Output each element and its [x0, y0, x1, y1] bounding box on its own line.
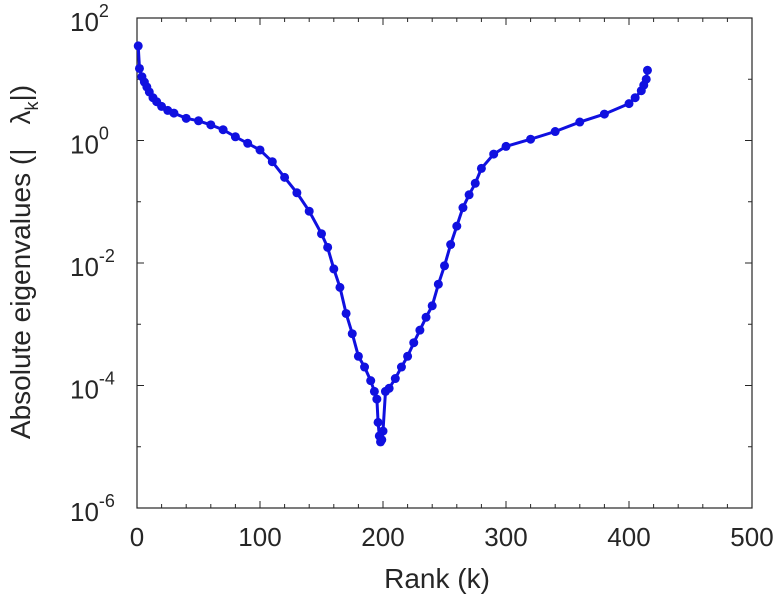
data-point: [292, 188, 302, 198]
y-tick-label: 10-4: [70, 369, 115, 405]
y-tick-label: 10-6: [70, 491, 115, 527]
series-markers: [133, 41, 652, 447]
data-point: [458, 203, 468, 213]
data-point: [206, 120, 216, 130]
data-point: [599, 109, 609, 119]
data-point: [267, 157, 277, 167]
data-point: [550, 127, 560, 137]
y-axis-title-text: Absolute eigenvalues (|: [5, 149, 36, 440]
x-tick-label: 0: [130, 522, 144, 552]
data-point: [360, 362, 370, 372]
data-point: [526, 134, 536, 144]
data-point: [403, 351, 413, 361]
data-point: [369, 386, 379, 396]
data-point: [335, 282, 345, 292]
data-point: [409, 338, 419, 348]
data-point: [181, 113, 191, 123]
data-point: [415, 325, 425, 335]
data-point: [230, 132, 240, 142]
data-point: [218, 125, 228, 135]
axis-ticks: [136, 17, 753, 509]
data-point: [329, 264, 339, 274]
data-point: [446, 240, 456, 250]
data-point: [372, 394, 382, 404]
data-point: [347, 329, 357, 339]
data-point: [501, 141, 511, 151]
data-point: [378, 426, 388, 436]
data-point: [317, 229, 326, 239]
data-point: [489, 149, 499, 159]
data-point: [366, 376, 376, 386]
y-axis-title-lambda: λ: [5, 111, 36, 125]
data-point: [470, 178, 480, 188]
x-tick-label: 300: [484, 522, 527, 552]
data-point: [304, 206, 314, 216]
data-point: [323, 242, 333, 252]
data-point: [396, 362, 406, 372]
y-tick-labels: 10-6 10-4 10-2 100 102: [70, 1, 115, 527]
data-point: [353, 351, 363, 361]
y-axis-title-subscript: k: [22, 101, 42, 111]
data-point: [575, 117, 585, 127]
data-point: [280, 172, 290, 182]
y-axis-title: Absolute eigenvalues (| λk|): [5, 85, 42, 439]
x-axis-title: Rank (k): [384, 563, 490, 594]
x-tick-label: 400: [607, 522, 650, 552]
x-tick-label: 500: [730, 522, 773, 552]
data-point: [642, 65, 652, 75]
y-tick-label: 10-2: [70, 246, 115, 282]
data-point: [133, 41, 143, 51]
x-tick-label: 200: [361, 522, 404, 552]
data-point: [377, 435, 387, 445]
data-point: [390, 374, 400, 384]
data-point: [255, 145, 265, 155]
x-tick-label: 100: [238, 522, 281, 552]
data-point: [440, 261, 449, 271]
data-point: [452, 221, 462, 231]
x-tick-labels: 0 100 200 300 400 500: [130, 522, 774, 552]
data-point: [624, 99, 634, 109]
data-point: [384, 383, 394, 393]
data-point: [194, 116, 203, 126]
data-point: [464, 190, 474, 200]
y-tick-label: 100: [70, 124, 109, 160]
data-point: [641, 74, 651, 84]
data-point: [421, 312, 431, 322]
data-point: [427, 301, 437, 311]
data-point: [134, 63, 144, 73]
data-point: [243, 138, 253, 148]
y-axis-title-close: |): [5, 85, 36, 102]
data-point: [630, 93, 640, 103]
data-point: [476, 163, 486, 173]
y-tick-label: 102: [70, 1, 109, 37]
data-point: [169, 108, 179, 118]
data-point: [341, 308, 351, 318]
data-point: [433, 279, 443, 289]
data-point: [373, 417, 383, 427]
